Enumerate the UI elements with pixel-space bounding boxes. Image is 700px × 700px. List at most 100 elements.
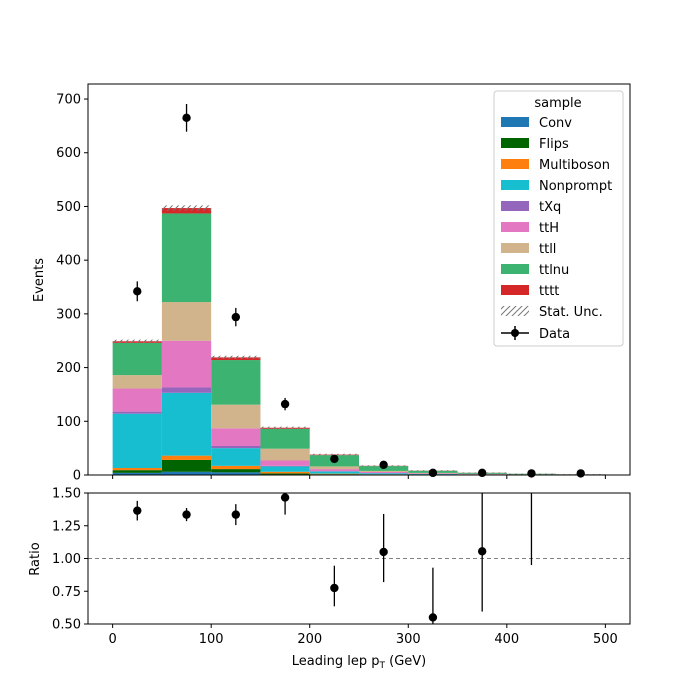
legend-entry-stat-unc: Stat. Unc. (501, 305, 603, 320)
legend: sample Conv Flips Multiboson Nonprompt tXq tt… (493, 90, 624, 347)
main-y-axis-title: Events (32, 258, 47, 302)
bar-ttlnu-bin-2 (211, 360, 261, 405)
bar-txq-bin-0 (112, 411, 162, 414)
legend-entry-data: Data (501, 326, 570, 342)
bar-ttll-bin-0 (112, 375, 162, 389)
ratio-y-tick-label: 1.00 (52, 552, 81, 567)
bar-nonprompt-bin-2 (211, 448, 261, 466)
legend-swatch-txq (501, 201, 529, 211)
ratio-point (477, 547, 487, 556)
legend-swatch-tttt (501, 285, 529, 295)
ratio-x-axis: 0 100 200 300 400 500 (108, 624, 618, 647)
legend-label-nonprompt: Nonprompt (539, 179, 612, 194)
bar-ttll-bin-2 (211, 404, 261, 429)
bar-multiboson-bin-0 (112, 468, 162, 471)
stat-unc-bin-2 (211, 355, 261, 359)
legend-swatch-stat-unc (501, 306, 529, 316)
stat-unc-bin-4 (309, 453, 359, 456)
ratio-x-tick-label: 300 (396, 632, 421, 647)
bar-txq-bin-1 (161, 387, 212, 393)
legend-swatch-ttlnu (501, 264, 529, 274)
bar-ttll-bin-4 (309, 466, 359, 470)
bar-flips-bin-0 (112, 470, 162, 473)
data-point (379, 460, 388, 469)
main-y-axis: 0 100 200 300 400 500 600 700 (56, 93, 88, 484)
bar-tth-bin-0 (112, 388, 162, 412)
bar-ttlnu-bin-1 (161, 213, 212, 303)
bar-txq-bin-2 (211, 445, 261, 449)
legend-title: sample (534, 96, 581, 111)
bar-nonprompt-bin-1 (161, 392, 212, 456)
legend-swatch-conv (501, 117, 529, 127)
ratio-x-tick-label: 200 (297, 632, 322, 647)
bar-nonprompt-bin-0 (112, 413, 162, 469)
ratio-point (182, 510, 191, 519)
ratio-point (379, 547, 388, 557)
legend-swatch-flips (501, 138, 529, 148)
bar-conv-bin-0 (112, 472, 162, 475)
legend-swatch-tth (501, 222, 529, 232)
bar-multiboson-bin-3 (260, 471, 310, 474)
bar-flips-bin-1 (161, 459, 212, 472)
main-y-tick-label: 200 (56, 361, 81, 376)
x-axis-title: Leading lep pT (GeV) (292, 654, 426, 671)
data-point (477, 468, 487, 478)
legend-label-data: Data (539, 327, 570, 342)
bar-flips-bin-2 (211, 469, 261, 473)
bar-tth-bin-4 (309, 469, 359, 472)
main-y-tick-label: 500 (56, 200, 81, 215)
bar-conv-bin-1 (161, 471, 212, 475)
bar-ttll-bin-3 (260, 448, 310, 461)
legend-entries: Conv Flips Multiboson Nonprompt tXq ttH ttll tt… (501, 116, 612, 299)
ratio-y-tick-label: 0.50 (52, 618, 81, 633)
legend-swatch-ttll (501, 243, 529, 253)
main-y-tick-label: 400 (56, 254, 81, 269)
bar-multiboson-bin-1 (161, 455, 212, 460)
main-y-tick-label: 100 (56, 415, 81, 430)
legend-swatch-nonprompt (501, 180, 529, 190)
legend-swatch-multiboson (501, 159, 529, 169)
bar-tth-bin-2 (211, 428, 261, 446)
legend-data-marker (511, 329, 519, 337)
bar-nonprompt-bin-5 (359, 473, 409, 475)
ratio-y-tick-label: 1.25 (52, 519, 81, 534)
x-axis-title-prefix: Leading lep p (292, 654, 380, 669)
main-y-tick-label: 0 (73, 469, 81, 484)
legend-label-multiboson: Multiboson (539, 158, 610, 173)
ratio-y-tick-label: 1.50 (52, 487, 81, 502)
bar-tth-bin-1 (161, 340, 212, 388)
ratio-x-tick-label: 100 (199, 632, 224, 647)
data-point (576, 469, 585, 478)
ratio-point (330, 583, 339, 593)
data-points (133, 103, 585, 478)
main-axes-frame (87, 83, 631, 476)
legend-label-tth: ttH (539, 221, 559, 236)
bar-multiboson-bin-2 (211, 465, 261, 470)
data-point (133, 287, 142, 296)
ratio-point (428, 613, 438, 622)
bar-ttlnu-bin-0 (112, 342, 162, 376)
bar-ttll-bin-1 (161, 302, 212, 341)
data-point (330, 454, 339, 464)
legend-label-flips: Flips (539, 137, 569, 152)
data-point (280, 399, 290, 409)
ratio-x-tick-label: 500 (593, 632, 618, 647)
ratio-x-tick-label: 400 (494, 632, 519, 647)
data-point (182, 113, 191, 123)
legend-label-stat-unc: Stat. Unc. (539, 305, 603, 320)
legend-label-ttlnu: ttlnu (539, 263, 569, 278)
bar-nonprompt-bin-4 (309, 471, 359, 474)
x-axis-title-suffix: (GeV) (385, 654, 426, 669)
legend-frame (493, 90, 624, 347)
data-point (527, 469, 536, 478)
ratio-y-axis-title: Ratio (28, 542, 43, 575)
ratio-panel: 0 100 200 300 400 500 0.50 0.75 1.00 1.25 1.50 Ra… (28, 487, 631, 671)
legend-label-txq: tXq (539, 200, 561, 215)
ratio-points (133, 493, 533, 624)
bar-conv-bin-2 (211, 472, 261, 475)
legend-label-ttll: ttll (539, 242, 556, 257)
main-y-tick-label: 300 (56, 307, 81, 322)
main-panel: 0 100 200 300 400 500 600 700 Events (32, 83, 631, 484)
ratio-y-axis: 0.50 0.75 1.00 1.25 1.50 (52, 487, 88, 633)
